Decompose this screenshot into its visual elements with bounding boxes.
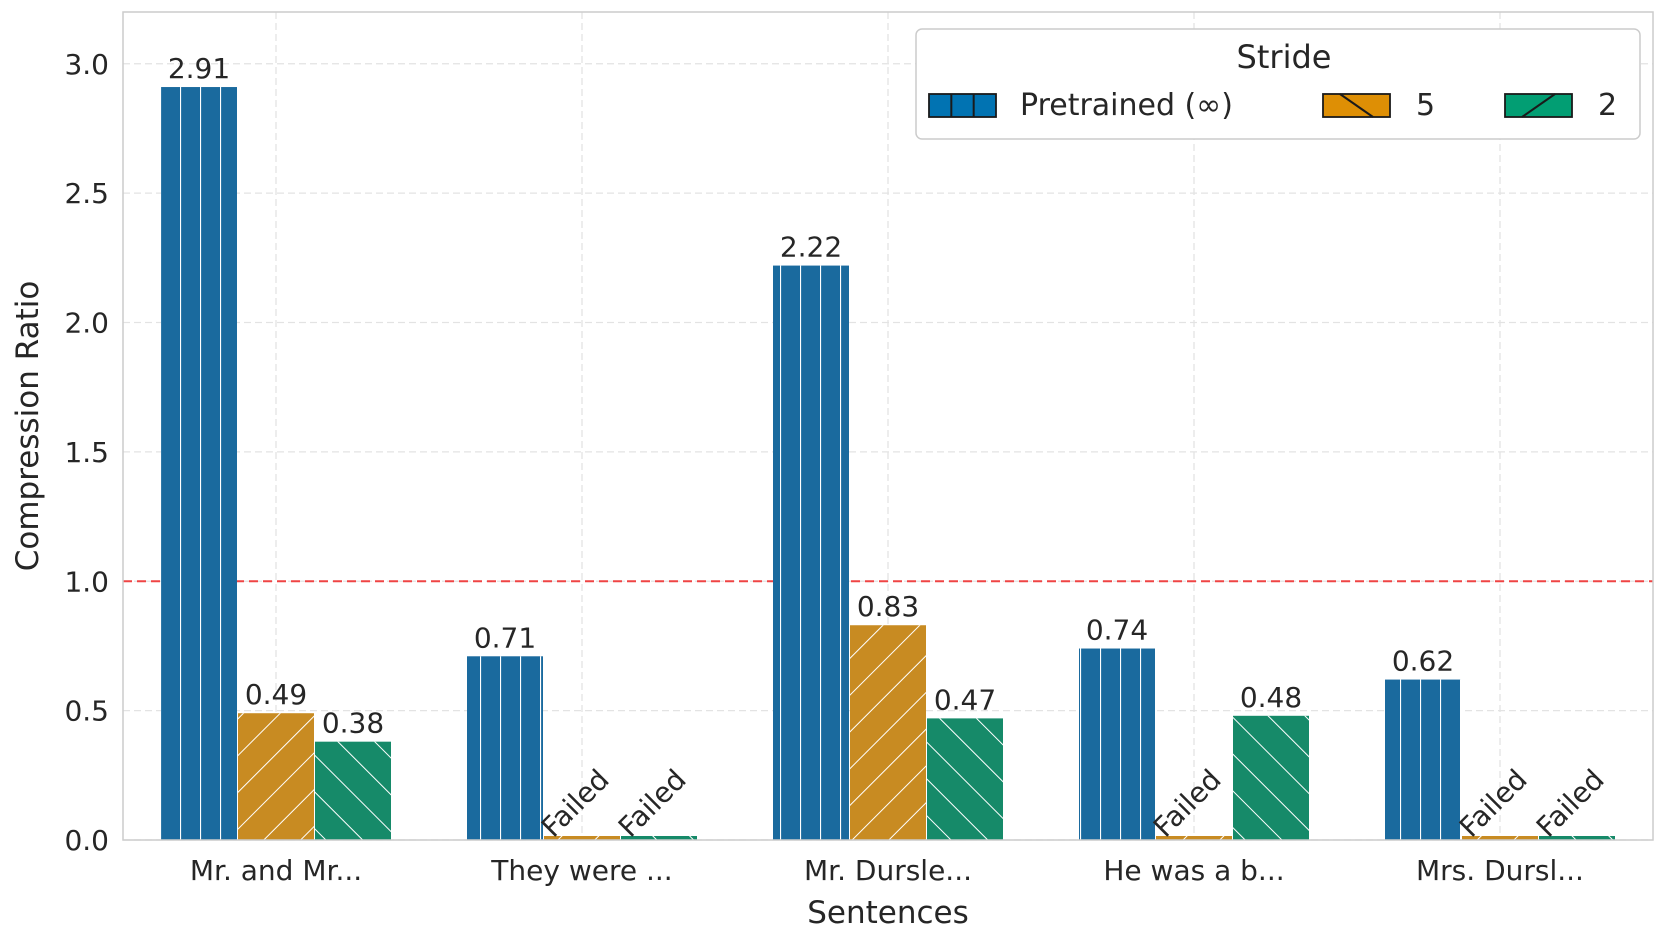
x-tick-label: Mrs. Dursl... (1416, 854, 1584, 887)
bars (161, 87, 1615, 841)
bar-group (161, 87, 237, 841)
y-axis-title: Compression Ratio (10, 281, 46, 572)
bar-value-label: 0.71 (474, 621, 536, 654)
legend: Stride Pretrained (∞) 5 2 (915, 28, 1641, 140)
bar-group (467, 656, 543, 840)
y-tick-label: 2.5 (64, 177, 109, 210)
y-tick-label: 3.0 (64, 48, 109, 81)
bar-group (927, 718, 1003, 840)
legend-hatch-line (1521, 93, 1556, 118)
legend-item: Pretrained (∞) (928, 88, 1233, 123)
failed-label: Failed (1530, 763, 1611, 844)
bar-value-label: 2.91 (168, 52, 230, 85)
bar-value-label: 0.62 (1392, 645, 1454, 678)
y-tick-label: 0.5 (64, 695, 109, 728)
bar-hatch (1385, 679, 1461, 840)
y-tick-label: 1.5 (64, 436, 109, 469)
bar-group (315, 741, 391, 840)
y-tick-label: 0.0 (64, 824, 109, 857)
bar-group (1233, 715, 1309, 840)
bar-group (773, 265, 849, 840)
bar-group (621, 836, 697, 840)
bar-group (850, 625, 926, 840)
bar-hatch (927, 718, 1003, 840)
bar-hatch (315, 741, 391, 840)
bar-value-label: 0.83 (857, 590, 919, 623)
bar-group (1079, 648, 1155, 840)
bar-group (1539, 836, 1615, 840)
legend-items: Pretrained (∞) 5 2 (928, 88, 1617, 123)
legend-swatch (928, 93, 997, 118)
bar-hatch (850, 625, 926, 840)
bar-group (1156, 836, 1232, 840)
legend-title: Stride (1237, 38, 1332, 76)
y-axis-ticks: 0.0 0.5 1.0 1.5 2.0 2.5 3.0 (64, 48, 109, 857)
bar-group (544, 836, 620, 840)
bar-value-label: 0.38 (322, 707, 384, 740)
x-tick-label: He was a b... (1103, 854, 1284, 887)
bar-hatch (773, 265, 849, 840)
legend-label: 5 (1416, 88, 1435, 123)
failed-label: Failed (1453, 763, 1534, 844)
bar-group (1462, 836, 1538, 840)
bar-hatch (467, 656, 543, 840)
x-axis-title: Sentences (807, 895, 969, 931)
bar-hatch (1539, 836, 1615, 840)
bar-group (238, 713, 314, 840)
x-tick-label: Mr. Dursle... (804, 854, 972, 887)
x-tick-label: Mr. and Mr... (190, 854, 362, 887)
legend-box (915, 28, 1641, 140)
bar-hatch (1079, 648, 1155, 840)
bar-value-label: 2.22 (780, 231, 842, 264)
legend-label: 2 (1598, 88, 1617, 123)
bar-value-label: 0.48 (1240, 681, 1302, 714)
bar-hatch (1462, 836, 1538, 840)
bar-value-label: 0.47 (934, 683, 996, 716)
bar-value-label: 0.49 (245, 678, 307, 711)
legend-label: Pretrained (∞) (1020, 88, 1233, 123)
bar-group (1385, 679, 1461, 840)
legend-item: 2 (1504, 88, 1617, 123)
legend-hatch-line (1339, 93, 1374, 118)
bar-hatch (238, 713, 314, 840)
legend-item: 5 (1322, 88, 1435, 123)
y-tick-label: 1.0 (64, 565, 109, 598)
x-tick-label: They were ... (490, 854, 672, 887)
x-axis-ticks: Mr. and Mr... They were ... Mr. Dursle... H… (190, 854, 1584, 887)
bar-hatch (1156, 836, 1232, 840)
bar-hatch (544, 836, 620, 840)
bar-hatch (161, 87, 237, 841)
failed-label: Failed (1147, 763, 1228, 844)
bar-hatch (1233, 715, 1309, 840)
bar-value-label: 0.74 (1086, 614, 1148, 647)
bar-hatch (621, 836, 697, 840)
failed-label: Failed (612, 763, 693, 844)
plot-frame (122, 11, 1654, 841)
failed-label: Failed (535, 763, 616, 844)
y-tick-label: 2.0 (64, 307, 109, 340)
